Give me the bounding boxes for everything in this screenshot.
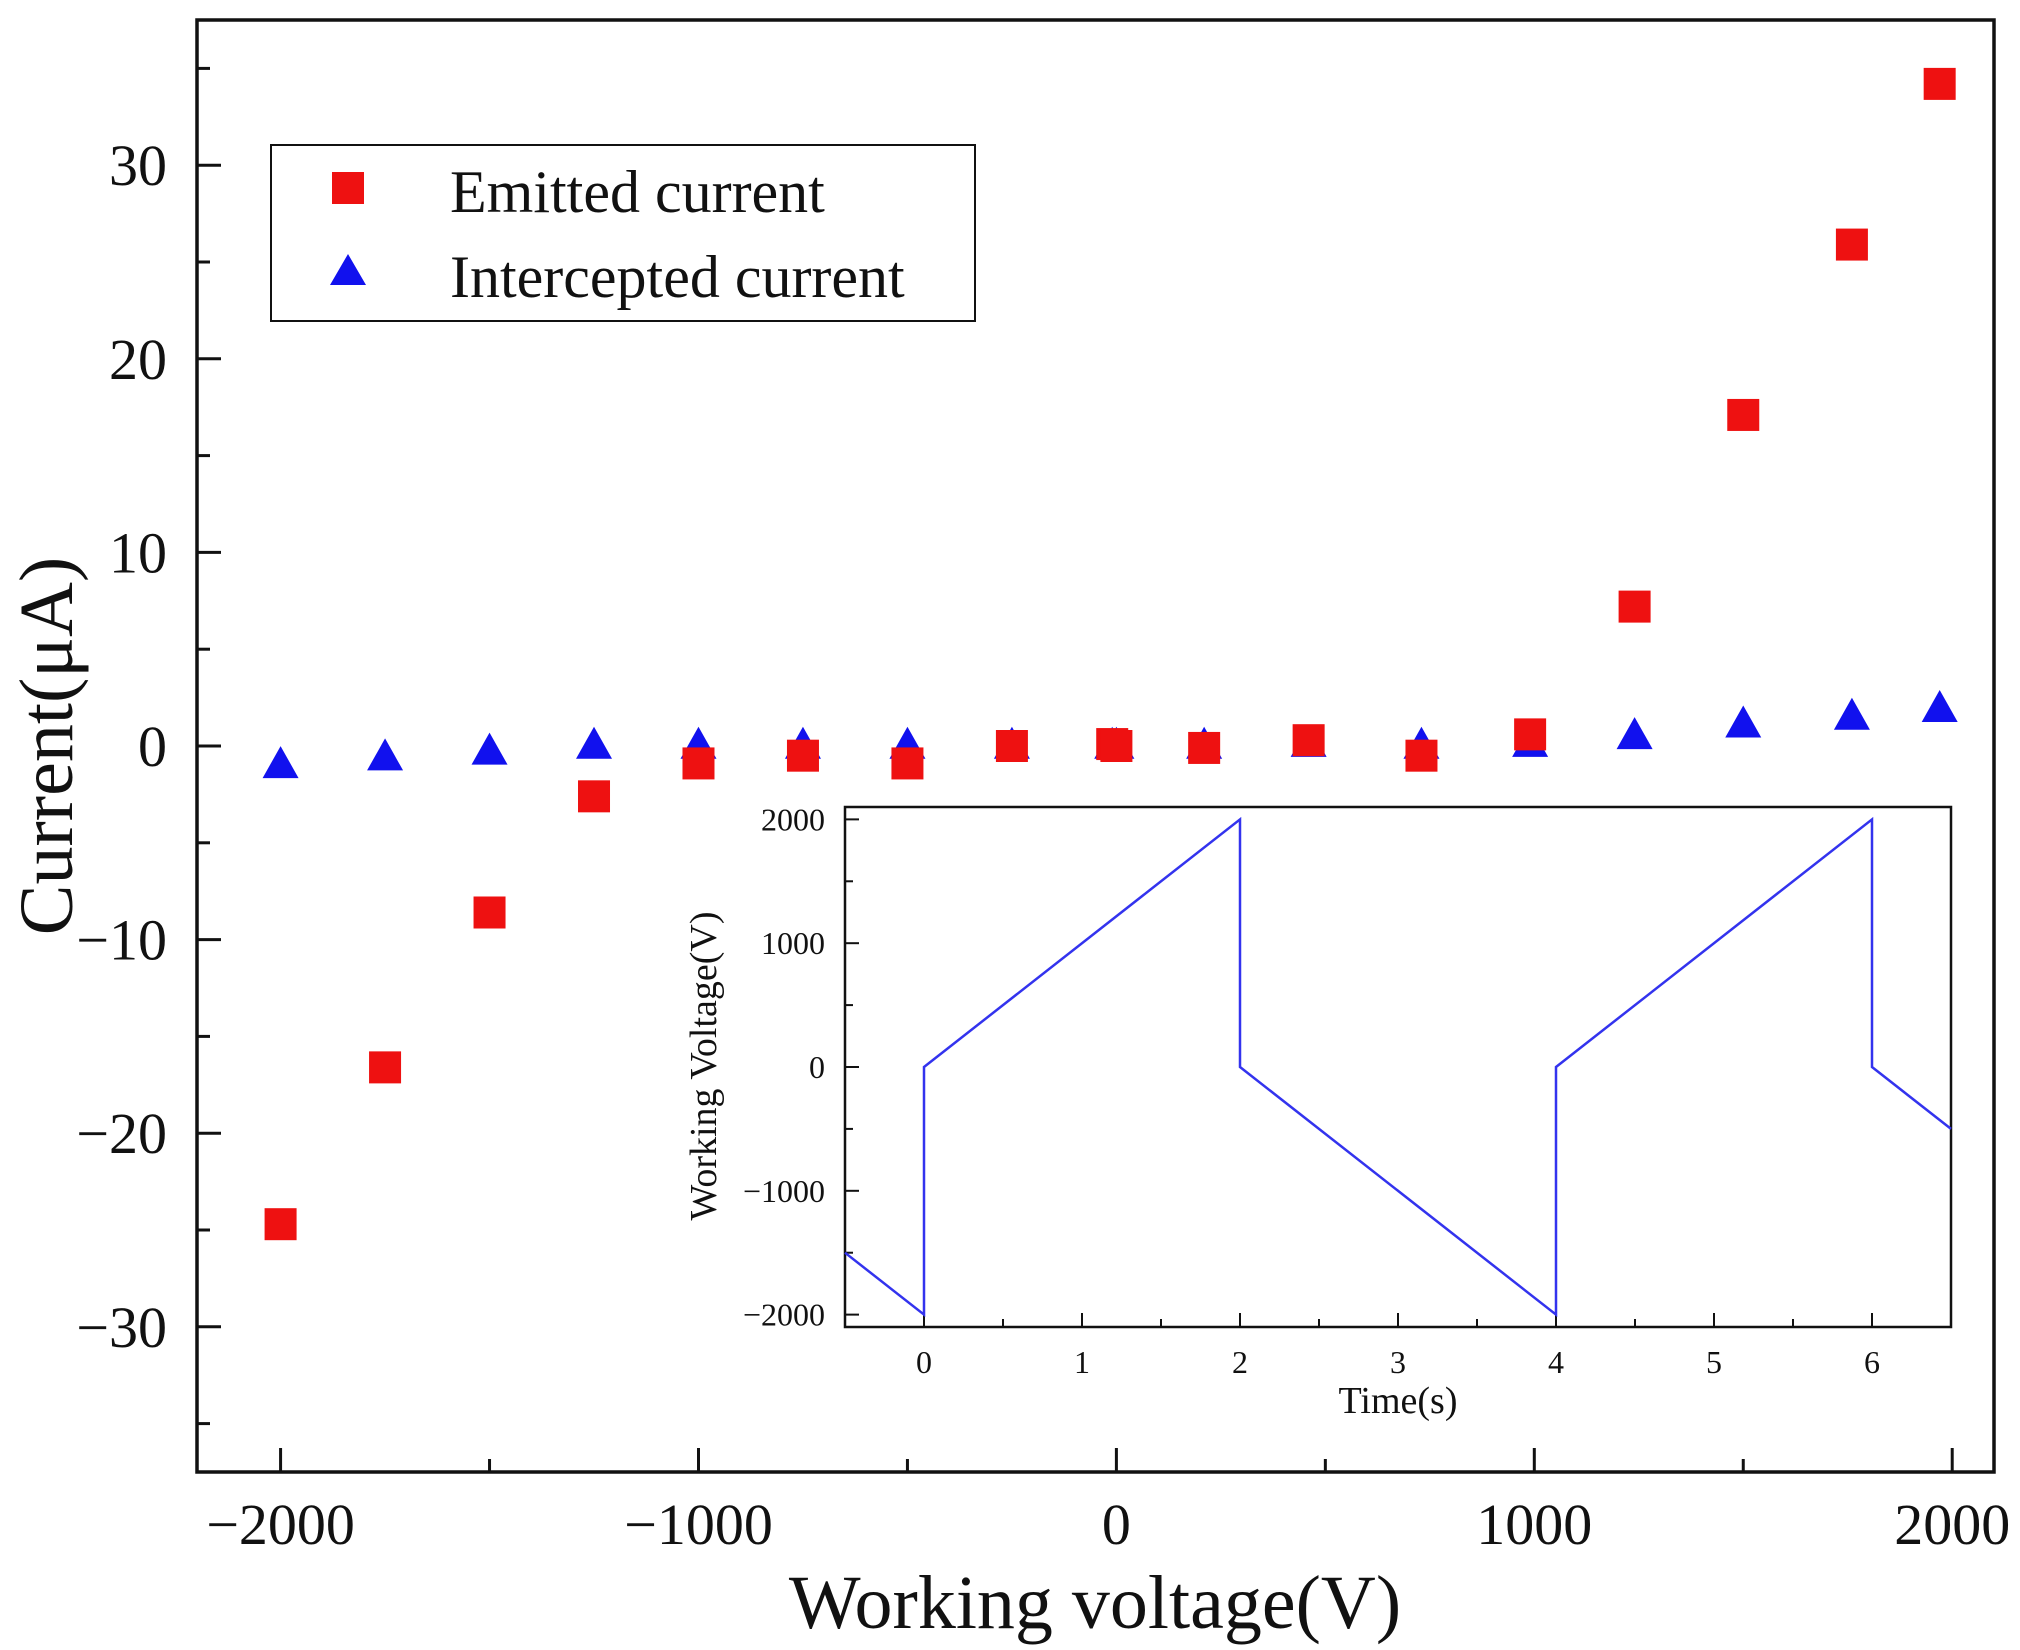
main-axis-ticks — [197, 66, 1954, 1472]
emitted-current-point — [995, 730, 1028, 762]
main-y-tick-label: −10 — [76, 908, 167, 973]
intercepted-current-point — [1616, 717, 1653, 750]
emitted-current-point — [1292, 724, 1325, 757]
inset-chart: 0 1 2 3 4 5 6 −2000 −1000 0 1000 2000 Time(s) Work… — [683, 801, 1953, 1422]
inset-x-tick-label: 3 — [1390, 1344, 1406, 1380]
intercepted-current-point — [576, 726, 613, 759]
emitted-current-point — [1727, 398, 1760, 431]
emitted-current-series — [264, 67, 1956, 1241]
main-x-tick-label: 2000 — [1894, 1492, 2010, 1557]
emitted-current-point — [1514, 718, 1547, 751]
intercepted-current-point — [262, 746, 299, 779]
inset-x-tick-label: 1 — [1074, 1344, 1090, 1380]
inset-y-tick-label: −2000 — [743, 1297, 825, 1333]
main-x-axis-title: Working voltage(V) — [789, 1561, 1401, 1645]
main-x-tick-label: 1000 — [1476, 1492, 1592, 1557]
main-x-tick-label: 0 — [1102, 1492, 1131, 1557]
legend-emitted-label: Emitted current — [450, 159, 825, 225]
inset-x-tick-label: 6 — [1864, 1344, 1880, 1380]
emitted-current-point — [264, 1208, 297, 1241]
main-y-tick-label: −20 — [76, 1101, 167, 1166]
emitted-current-point — [1618, 590, 1651, 623]
main-x-tick-labels: −2000 −1000 0 1000 2000 — [206, 1492, 2010, 1557]
inset-x-tick-label: 4 — [1548, 1344, 1564, 1380]
emitted-current-point — [1100, 730, 1133, 762]
emitted-current-point — [786, 739, 819, 772]
emitted-current-point — [891, 747, 924, 780]
inset-x-tick-label: 5 — [1706, 1344, 1722, 1380]
main-y-tick-label: 30 — [109, 133, 167, 198]
inset-y-axis-title: Working Voltage(V) — [683, 912, 725, 1221]
main-y-tick-label: 0 — [138, 714, 167, 779]
intercepted-current-point — [1833, 697, 1870, 730]
inset-y-tick-label: −1000 — [743, 1173, 825, 1209]
inset-axis-ticks — [844, 818, 1952, 1327]
intercepted-current-point — [471, 732, 508, 765]
emitted-current-point — [369, 1051, 402, 1084]
main-y-tick-label: 20 — [109, 327, 167, 392]
main-x-tick-label: −1000 — [624, 1492, 773, 1557]
intercepted-current-point — [367, 738, 404, 771]
emitted-current-point — [1405, 739, 1438, 772]
emitted-current-point — [1188, 731, 1221, 764]
inset-voltage-line — [844, 816, 1952, 1318]
main-y-axis-title: Current(μA) — [5, 557, 89, 935]
emitted-current-point — [578, 780, 611, 813]
main-y-tick-label: −30 — [76, 1295, 167, 1360]
legend-emitted-marker — [332, 172, 364, 204]
inset-x-tick-label: 2 — [1232, 1344, 1248, 1380]
legend-intercepted-label: Intercepted current — [450, 244, 905, 310]
legend-intercepted-marker — [330, 254, 366, 285]
emitted-current-point — [473, 896, 506, 929]
emitted-current-point — [682, 747, 715, 780]
inset-x-tick-label: 0 — [916, 1344, 932, 1380]
intercepted-current-point — [1725, 705, 1762, 738]
main-y-tick-label: 10 — [109, 520, 167, 585]
inset-y-tick-label: 2000 — [761, 801, 825, 837]
inset-y-tick-label: 1000 — [761, 925, 825, 961]
inset-x-tick-labels: 0 1 2 3 4 5 6 — [916, 1344, 1880, 1380]
legend-frame — [270, 144, 976, 322]
emitted-current-point — [1835, 228, 1868, 261]
emitted-current-point — [1923, 67, 1956, 100]
inset-x-axis-title: Time(s) — [1339, 1380, 1458, 1422]
intercepted-current-point — [1921, 690, 1958, 723]
legend: Emitted current Intercepted current — [270, 144, 976, 322]
main-x-tick-label: −2000 — [206, 1492, 355, 1557]
inset-y-tick-label: 0 — [809, 1049, 825, 1085]
inset-plot-frame — [843, 805, 1953, 1329]
main-y-tick-labels: −30 −20 −10 0 10 20 30 — [76, 133, 167, 1360]
inset-y-tick-labels: −2000 −1000 0 1000 2000 — [743, 801, 825, 1332]
